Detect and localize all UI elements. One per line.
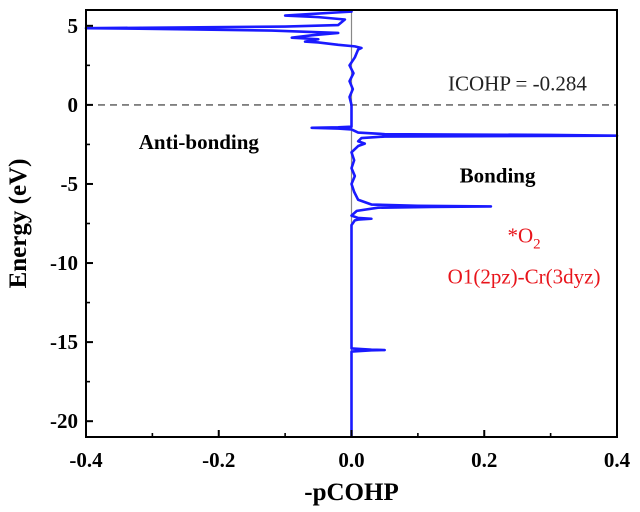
x-tick-label: -0.2	[202, 448, 235, 472]
x-axis-title: -pCOHP	[304, 479, 398, 506]
y-tick-label: -10	[50, 251, 78, 275]
x-tick-label: 0.2	[471, 448, 497, 472]
y-tick-label: -5	[61, 172, 79, 196]
x-tick-label: 0.4	[604, 448, 631, 472]
y-axis-title: Energy (eV)	[5, 159, 32, 289]
pcohp-series-line	[84, 10, 619, 437]
labels: -pCOHP Energy (eV) ICOHP = -0.284 Anti-b…	[5, 72, 600, 506]
icohp-annotation: ICOHP = -0.284	[448, 72, 587, 96]
bonding-label: Bonding	[460, 163, 536, 187]
ticks: -0.4 -0.2 0.0 0.2 0.4 5 0 -5 -10 -15 -20	[50, 14, 631, 472]
y-tick-label: 5	[68, 14, 79, 38]
x-tick-label: 0.0	[338, 448, 364, 472]
series-layer	[84, 10, 619, 437]
y-tick-label: 0	[68, 93, 79, 117]
anti-bonding-label: Anti-bonding	[139, 130, 260, 154]
y-tick-label: -15	[50, 330, 78, 354]
x-tick-label: -0.4	[69, 448, 103, 472]
orbital-pair-label: O1(2pz)-Cr(3dyz)	[448, 265, 601, 289]
species-label: *O2	[507, 223, 540, 252]
y-tick-label: -20	[50, 409, 78, 433]
